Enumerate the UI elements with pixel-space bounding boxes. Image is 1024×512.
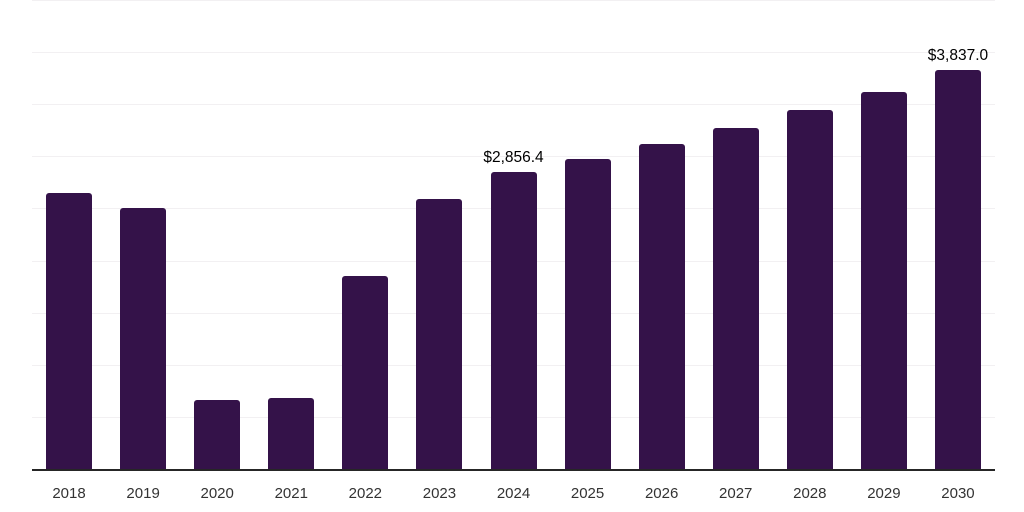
bar-2025 bbox=[564, 158, 611, 470]
x-axis-line bbox=[32, 469, 995, 471]
gridline-4500 bbox=[32, 0, 995, 1]
plot-area: $2,856.4 $3,837.0 bbox=[32, 0, 995, 470]
bar-2024 bbox=[490, 172, 537, 470]
bar-2027 bbox=[712, 128, 759, 470]
x-tick-2028: 2028 bbox=[793, 485, 827, 502]
x-tick-2020: 2020 bbox=[200, 485, 234, 502]
bar-2021 bbox=[268, 398, 315, 470]
bar-2029 bbox=[860, 91, 907, 470]
x-tick-2023: 2023 bbox=[422, 485, 457, 502]
gridline-3500 bbox=[32, 104, 995, 106]
x-tick-2029: 2029 bbox=[867, 485, 901, 502]
bar-2019 bbox=[120, 208, 167, 470]
bar-2023 bbox=[416, 199, 463, 470]
x-tick-2026: 2026 bbox=[644, 485, 679, 502]
x-tick-2027: 2027 bbox=[719, 485, 753, 502]
x-axis-tick-labels: 2018 2019 2020 2021 2022 2023 2024 2025 2026 2027… bbox=[32, 486, 995, 506]
x-tick-2030: 2030 bbox=[941, 485, 975, 502]
data-label-2024: $2,856.4 bbox=[483, 148, 544, 166]
x-tick-2021: 2021 bbox=[274, 485, 308, 502]
x-tick-2022: 2022 bbox=[348, 485, 383, 502]
gridline-3000 bbox=[32, 156, 995, 158]
bar-2020 bbox=[194, 400, 241, 470]
bar-2022 bbox=[342, 276, 389, 470]
bar-2030 bbox=[934, 70, 981, 470]
bar-2026 bbox=[638, 143, 685, 470]
x-tick-2025: 2025 bbox=[570, 485, 605, 502]
x-tick-2024: 2024 bbox=[496, 485, 531, 502]
x-tick-2018: 2018 bbox=[52, 485, 86, 502]
bar-2018 bbox=[46, 193, 93, 470]
x-tick-2019: 2019 bbox=[126, 485, 160, 502]
gridline-4000 bbox=[32, 52, 995, 54]
bar-2028 bbox=[786, 109, 833, 470]
data-label-2030: $3,837.0 bbox=[927, 46, 989, 64]
